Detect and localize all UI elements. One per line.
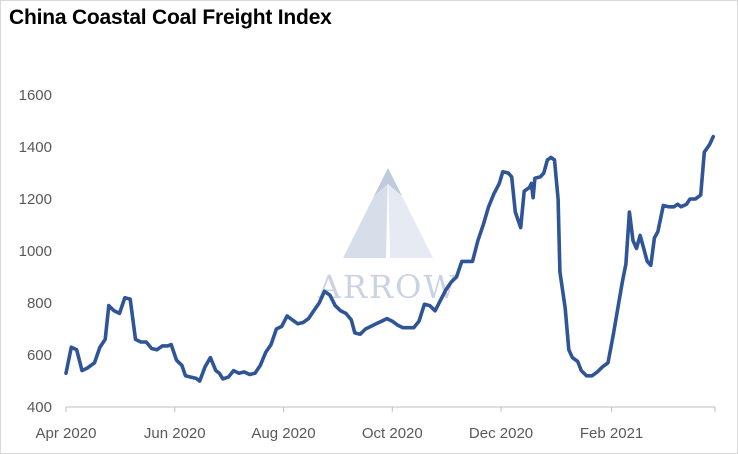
x-tick-label: Feb 2021 bbox=[580, 425, 643, 442]
x-tick-label: Jun 2020 bbox=[144, 425, 206, 442]
y-axis-ticks: 400 600 800 1000 1200 1400 1600 bbox=[19, 87, 52, 416]
y-tick-label: 1000 bbox=[19, 243, 52, 260]
y-tick-label: 400 bbox=[27, 399, 52, 416]
y-tick-label: 800 bbox=[27, 295, 52, 312]
watermark-text: ARROW bbox=[317, 268, 458, 306]
y-tick-label: 1200 bbox=[19, 191, 52, 208]
x-tick-label: Aug 2020 bbox=[251, 425, 315, 442]
y-tick-label: 1600 bbox=[19, 87, 52, 104]
y-tick-label: 600 bbox=[27, 347, 52, 364]
x-tick-label: Apr 2020 bbox=[36, 425, 97, 442]
arrow-watermark: ARROW bbox=[317, 168, 458, 306]
y-tick-label: 1400 bbox=[19, 139, 52, 156]
series-line bbox=[64, 134, 716, 383]
x-tick-label: Oct 2020 bbox=[362, 425, 423, 442]
x-axis: Apr 2020 Jun 2020 Aug 2020 Oct 2020 Dec 2020… bbox=[36, 406, 716, 442]
chart-title: China Coastal Coal Freight Index bbox=[9, 6, 332, 29]
series-layer bbox=[64, 134, 716, 383]
x-tick-label: Dec 2020 bbox=[469, 425, 533, 442]
watermark-sail-tip bbox=[374, 168, 402, 196]
